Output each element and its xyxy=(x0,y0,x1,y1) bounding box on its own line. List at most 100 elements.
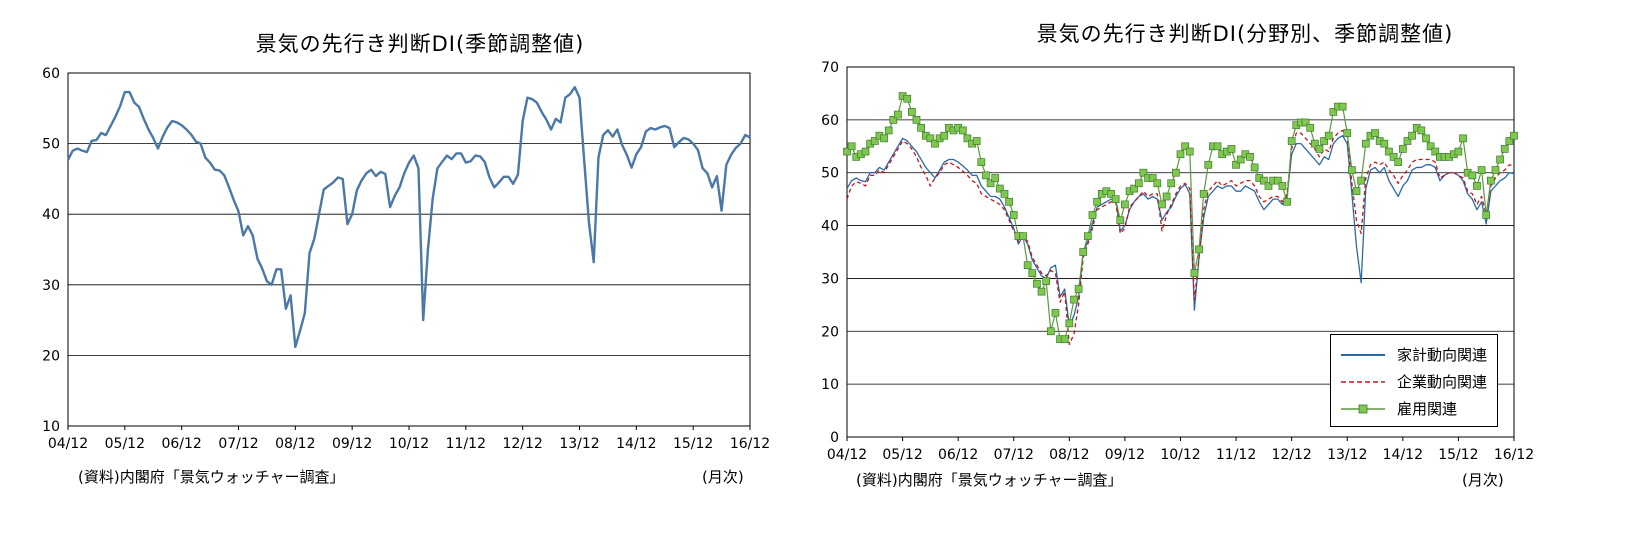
x-tick-label: 04/12 xyxy=(48,436,88,452)
series-marker xyxy=(1195,245,1203,254)
unit-note: (月次) xyxy=(702,468,744,486)
series-marker xyxy=(1181,142,1189,151)
series-marker xyxy=(1028,269,1037,277)
series-marker xyxy=(977,158,986,166)
series-marker xyxy=(1477,166,1486,174)
series-marker xyxy=(1431,147,1440,156)
x-tick-label: 12/12 xyxy=(502,436,542,452)
y-tick-label: 20 xyxy=(821,324,839,340)
series-marker xyxy=(1074,285,1083,293)
series-marker xyxy=(1273,176,1282,185)
series-marker xyxy=(1033,279,1041,288)
legend-label-corporate: 企業動向関連 xyxy=(1397,373,1488,391)
series-marker xyxy=(1153,179,1162,188)
series-marker xyxy=(1176,150,1185,159)
x-tick-label: 11/12 xyxy=(1216,447,1256,463)
x-tick-label: 05/12 xyxy=(105,436,145,452)
y-tick-label: 70 xyxy=(821,60,839,76)
series-marker xyxy=(1148,174,1157,182)
legend-item-corporate: 企業動向関連 xyxy=(1341,368,1487,395)
series-marker xyxy=(931,139,939,148)
series-marker xyxy=(1417,126,1426,135)
series-marker xyxy=(1107,190,1115,198)
series-marker xyxy=(1385,147,1393,156)
series-marker xyxy=(912,116,921,124)
series-marker xyxy=(1037,287,1046,296)
x-tick-label: 09/12 xyxy=(1105,447,1145,463)
legend-swatch-corporate xyxy=(1341,380,1385,383)
series-line-1 xyxy=(846,129,1515,346)
series-marker xyxy=(1162,192,1171,201)
series-marker xyxy=(958,126,967,135)
series-marker xyxy=(1315,145,1324,153)
legend-label-household: 家計動向関連 xyxy=(1397,346,1488,364)
series-marker xyxy=(1278,182,1287,190)
series-marker xyxy=(1505,137,1514,145)
chart-panel-overall: 景気の先行き判断DI(季節調整値) 10 20 30 40 50 60 04/12 05/12… xyxy=(0,0,820,537)
series-marker xyxy=(1236,155,1245,164)
series-marker xyxy=(940,131,949,140)
legend-item-household: 家計動向関連 xyxy=(1341,341,1487,368)
series-marker xyxy=(1264,182,1273,190)
legend-swatch-household xyxy=(1341,353,1385,356)
x-tick-label: 16/12 xyxy=(730,436,770,452)
series-marker xyxy=(1111,195,1120,203)
series-marker xyxy=(1426,142,1435,151)
series-marker xyxy=(1199,190,1208,198)
series-marker xyxy=(1454,147,1463,156)
series-marker xyxy=(1352,187,1361,196)
series-marker xyxy=(1283,197,1291,206)
y-tick-label: 60 xyxy=(821,113,839,129)
series-marker xyxy=(1046,327,1055,336)
series-marker xyxy=(1482,211,1491,219)
series-marker xyxy=(1042,277,1051,285)
series-marker xyxy=(894,110,902,119)
y-tick-label: 20 xyxy=(42,348,60,364)
x-tick-label: 07/12 xyxy=(994,447,1034,463)
series-marker xyxy=(996,184,1004,193)
y-tick-label: 40 xyxy=(42,207,60,223)
series-marker xyxy=(1301,118,1310,127)
series-marker xyxy=(1139,168,1148,177)
plot-frame xyxy=(67,72,751,427)
x-tick-label: 08/12 xyxy=(1049,447,1089,463)
series-marker xyxy=(972,137,981,145)
series-marker xyxy=(1306,123,1315,132)
series-marker xyxy=(1009,211,1018,219)
series-marker xyxy=(1250,163,1259,172)
series-marker xyxy=(1158,200,1166,209)
source-note: (資料)内閣府「景気ウォッチャー調査」 xyxy=(78,468,345,486)
series-marker xyxy=(1343,129,1352,137)
series-marker xyxy=(870,137,879,145)
series-marker xyxy=(847,142,856,151)
x-tick-label: 10/12 xyxy=(389,436,429,452)
series-marker xyxy=(1320,137,1328,145)
chart-title: 景気の先行き判断DI(季節調整値) xyxy=(255,32,585,56)
series-marker xyxy=(1023,261,1032,270)
legend-swatch-employment xyxy=(1341,404,1385,413)
x-tick-label: 15/12 xyxy=(1438,447,1478,463)
series-marker xyxy=(1338,102,1347,111)
x-tick-label: 05/12 xyxy=(882,447,922,463)
series-marker xyxy=(1348,166,1356,174)
x-tick-label: 14/12 xyxy=(1383,447,1423,463)
y-tick-label: 40 xyxy=(821,219,839,235)
series-marker xyxy=(1468,171,1477,180)
x-tick-label: 14/12 xyxy=(616,436,656,452)
x-tick-label: 04/12 xyxy=(827,447,867,463)
series-marker xyxy=(1260,176,1268,185)
y-tick-label: 30 xyxy=(821,271,839,287)
y-tick-label: 50 xyxy=(42,137,60,153)
y-tick-label: 10 xyxy=(42,419,60,435)
series-marker xyxy=(1408,131,1416,140)
y-tick-label: 50 xyxy=(821,166,839,182)
series-marker xyxy=(1070,295,1078,304)
series-marker xyxy=(1172,168,1180,177)
chart-plot-overall: 10 20 30 40 50 60 04/12 05/12 06/12 07/12 08/12 09/… xyxy=(42,66,770,452)
series-marker xyxy=(1116,216,1125,225)
series-marker xyxy=(1357,176,1365,185)
series-marker xyxy=(1459,134,1467,143)
series-marker xyxy=(1496,155,1504,164)
chart-title: 景気の先行き判断DI(分野別、季節調整値) xyxy=(1036,22,1454,46)
series-marker xyxy=(917,123,925,132)
